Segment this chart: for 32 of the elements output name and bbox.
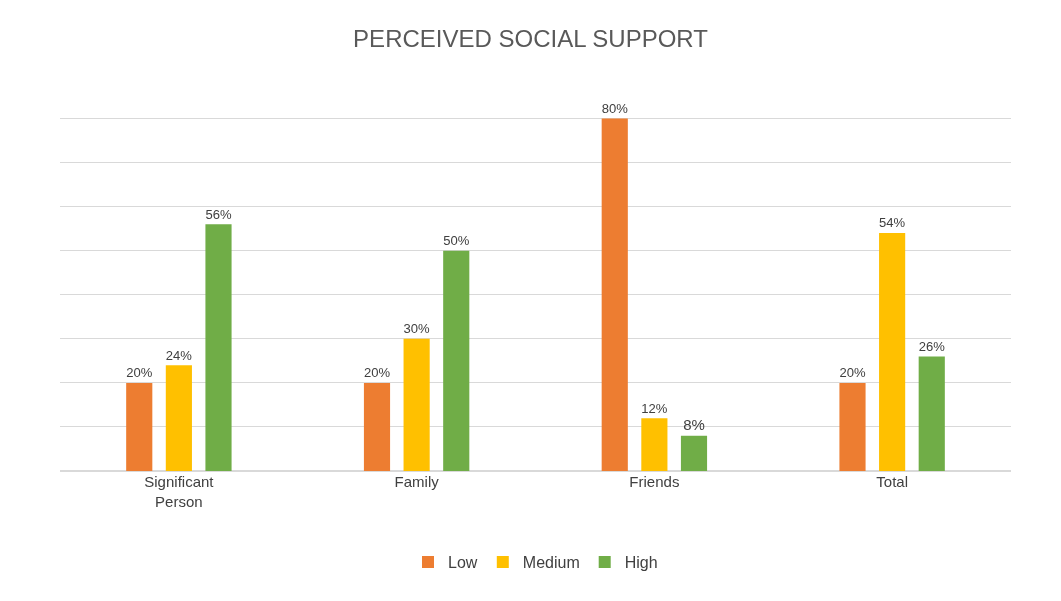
data-label: 20% [126,365,153,381]
bar [205,224,232,471]
bar [839,382,866,471]
data-label: 12% [641,400,668,416]
legend-label: Low [448,554,478,572]
data-label: 24% [165,347,193,363]
bar [918,356,945,471]
bar [879,233,906,471]
data-label: 80% [601,100,629,116]
bar [126,382,153,471]
bar [363,382,391,471]
data-label: 20% [363,365,391,381]
bar [641,418,668,471]
x-tick-label: Friends [629,473,680,490]
x-tick-label: Significant Person [144,473,215,510]
data-label: 26% [918,338,946,354]
data-label: 30% [403,321,431,337]
x-tick-label: Total [876,473,908,490]
data-label: 56% [205,206,232,222]
bar [165,365,192,471]
data-label: 8% [683,415,705,433]
bar [680,435,708,471]
data-label: 50% [443,233,470,249]
data-label: 20% [839,365,866,381]
legend-label: High [624,554,658,572]
legend-label: Medium [522,554,580,572]
bar [443,250,470,471]
data-label: 54% [879,215,906,231]
bar [601,118,628,471]
chart-title: PERCEIVED SOCIAL SUPPORT [353,24,709,52]
x-tick-label: Family [394,473,440,490]
bar [403,338,430,471]
